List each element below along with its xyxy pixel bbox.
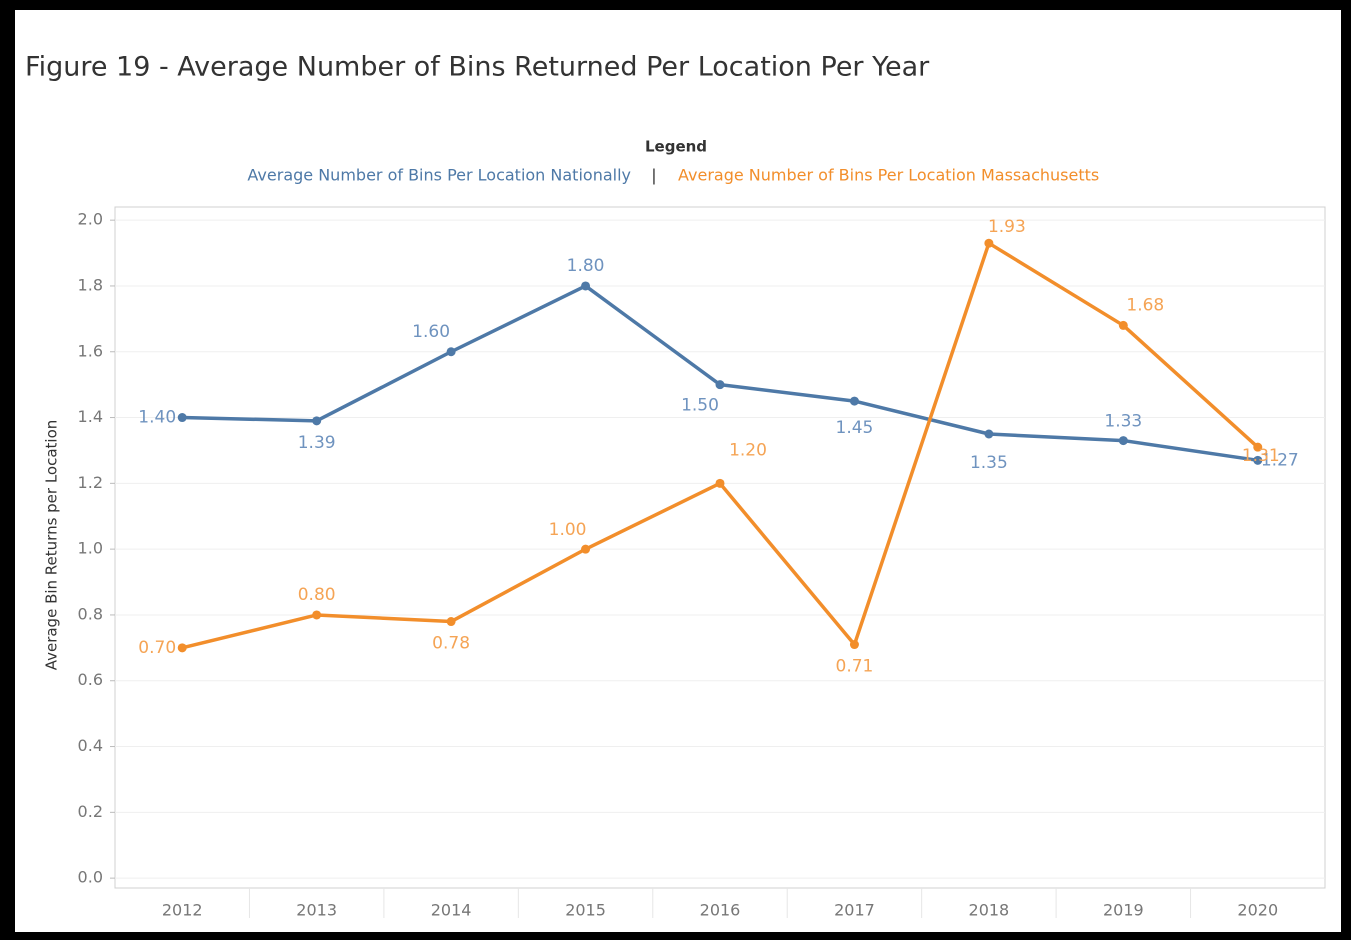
data-point [849, 396, 859, 406]
data-point [446, 617, 456, 627]
data-label: 1.00 [549, 520, 587, 540]
data-point [177, 643, 187, 653]
data-point [177, 413, 187, 423]
background [15, 10, 1341, 932]
legend-title: Legend [645, 138, 707, 156]
x-tick-label: 2015 [565, 901, 606, 920]
data-label: 0.71 [836, 657, 874, 677]
data-label: 1.68 [1126, 295, 1164, 315]
data-label: 1.35 [970, 453, 1008, 473]
data-point [312, 610, 322, 620]
x-tick-label: 2017 [834, 901, 875, 920]
data-point [446, 347, 456, 357]
x-tick-label: 2012 [162, 901, 203, 920]
y-tick-label: 0.8 [78, 604, 103, 623]
y-tick-label: 2.0 [78, 210, 103, 229]
data-label: 1.20 [729, 440, 767, 460]
data-point [312, 416, 322, 426]
data-label: 0.80 [298, 585, 336, 605]
y-tick-label: 0.0 [78, 868, 103, 887]
data-point [1253, 442, 1263, 452]
data-point [581, 544, 591, 554]
data-point [984, 238, 994, 248]
data-label: 0.78 [432, 634, 470, 654]
data-point [1118, 320, 1128, 330]
data-point [1253, 455, 1263, 465]
y-tick-label: 1.4 [78, 407, 103, 426]
y-tick-label: 1.0 [78, 539, 103, 558]
y-tick-label: 1.8 [78, 275, 103, 294]
x-tick-label: 2019 [1103, 901, 1144, 920]
data-point [715, 380, 725, 390]
data-label: 1.31 [1242, 446, 1280, 466]
y-tick-label: 1.2 [78, 473, 103, 492]
data-label: 1.80 [567, 256, 605, 276]
y-tick-label: 0.6 [78, 670, 103, 689]
plot-area [114, 206, 1326, 889]
x-tick-label: 2013 [296, 901, 337, 920]
data-point [849, 640, 859, 650]
chart-title: Figure 19 - Average Number of Bins Retur… [25, 52, 930, 83]
legend-entry: Average Number of Bins Per Location Mass… [678, 166, 1099, 185]
data-label: 1.93 [988, 217, 1026, 237]
data-label: 1.39 [298, 433, 336, 453]
data-label: 1.40 [138, 408, 176, 428]
data-label: 1.50 [681, 396, 719, 416]
y-tick-label: 0.4 [78, 736, 103, 755]
data-label: 0.70 [138, 638, 176, 658]
x-tick-label: 2016 [700, 901, 741, 920]
data-point [984, 429, 994, 439]
data-label: 1.33 [1104, 412, 1142, 432]
data-point [1118, 436, 1128, 446]
data-point [581, 281, 591, 291]
x-tick-label: 2020 [1237, 901, 1278, 920]
x-tick-label: 2018 [969, 901, 1010, 920]
x-tick-label: 2014 [431, 901, 472, 920]
y-axis-label: Average Bin Returns per Location [43, 420, 61, 671]
legend-separator: | [651, 166, 656, 185]
legend-entry: Average Number of Bins Per Location Nati… [247, 166, 631, 185]
data-point [715, 478, 725, 488]
y-tick-label: 1.6 [78, 341, 103, 360]
data-label: 1.45 [836, 418, 874, 438]
y-tick-label: 0.2 [78, 802, 103, 821]
data-label: 1.27 [1261, 450, 1299, 470]
data-label: 1.60 [412, 322, 450, 342]
